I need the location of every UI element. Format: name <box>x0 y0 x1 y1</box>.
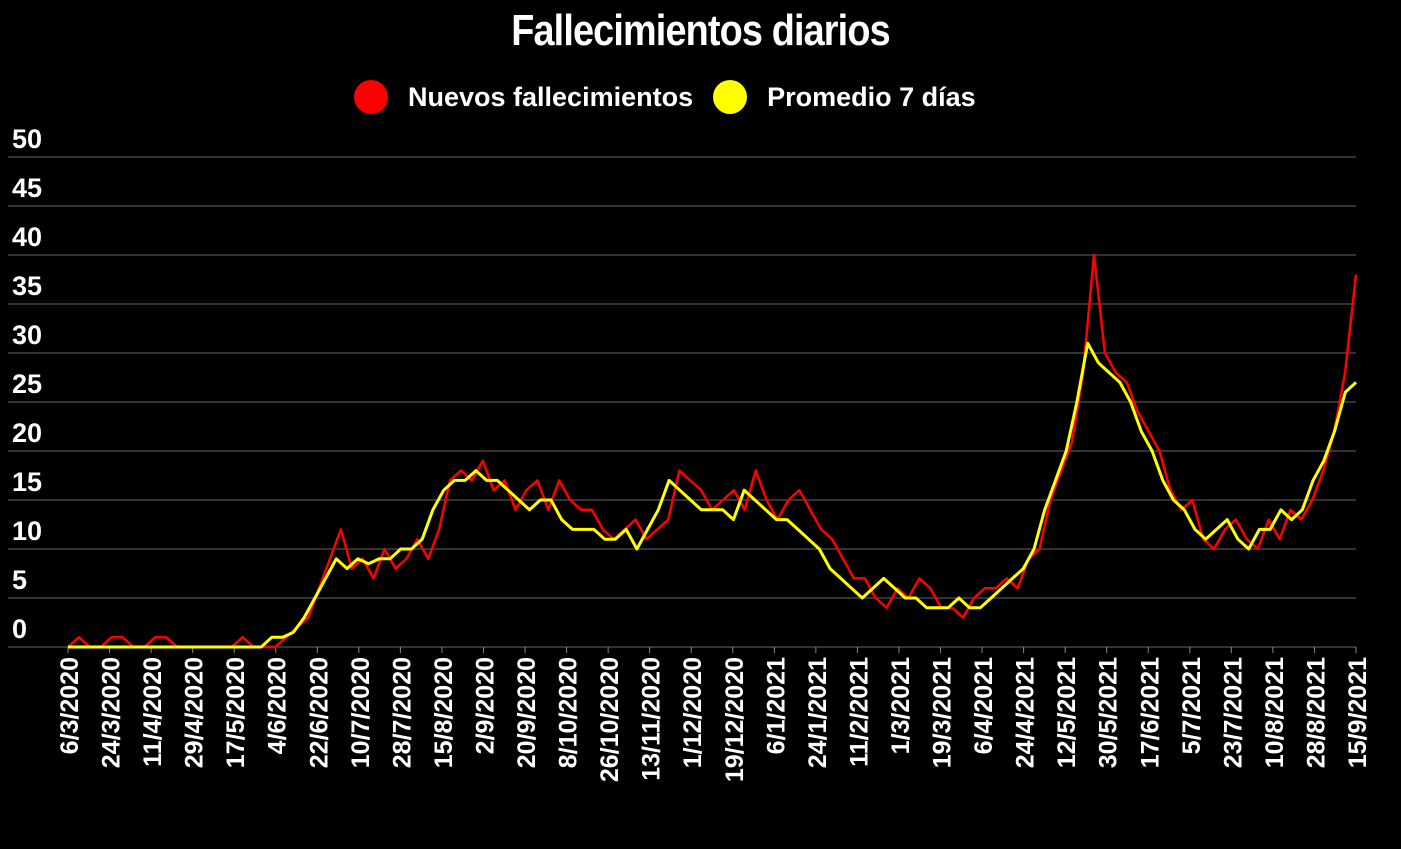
x-tick-label: 2/9/2020 <box>471 657 499 754</box>
series-line-7day-average <box>68 341 1358 649</box>
y-tick-label: 20 <box>12 418 42 448</box>
y-tick-label: 15 <box>12 467 42 497</box>
x-tick-label: 30/5/2021 <box>1095 657 1123 768</box>
legend-marker-yellow-icon <box>713 80 748 114</box>
x-tick-label: 1/3/2021 <box>887 657 915 754</box>
x-tick-label: 19/3/2021 <box>929 657 957 768</box>
x-tick-label: 17/6/2021 <box>1136 657 1164 768</box>
x-tick-labels: 6/3/2020 24/3/2020 11/4/2020 29/4/2020 17/5/… <box>56 647 1372 782</box>
x-tick-label: 19/12/2020 <box>721 657 749 782</box>
y-tick-label: 0 <box>12 614 27 644</box>
x-tick-label: 12/5/2021 <box>1053 657 1081 768</box>
x-tick-label: 23/7/2021 <box>1219 657 1247 768</box>
x-tick-label: 28/7/2020 <box>388 657 416 768</box>
x-tick-label: 11/2/2021 <box>845 657 873 767</box>
x-tick-label: 15/9/2021 <box>1344 657 1372 768</box>
series-lines <box>67 253 1358 649</box>
x-tick-label: 5/7/2021 <box>1178 657 1206 754</box>
legend-item-avg: Promedio 7 días <box>713 80 976 114</box>
y-tick-label: 25 <box>12 369 42 399</box>
y-tick-label: 35 <box>12 271 42 301</box>
legend-marker-red-icon <box>354 80 388 114</box>
x-tick-label: 22/6/2020 <box>305 657 333 768</box>
x-tick-label: 1/12/2020 <box>679 657 707 768</box>
x-tick-label: 15/8/2020 <box>430 657 458 768</box>
y-tick-labels: 0 5 10 15 20 25 30 35 40 45 50 <box>12 124 42 644</box>
y-tick-label: 5 <box>12 565 27 595</box>
x-tick-label: 6/4/2021 <box>970 657 998 754</box>
y-tick-label: 30 <box>12 320 42 350</box>
y-tick-label: 40 <box>12 222 42 252</box>
y-tick-label: 10 <box>12 516 42 546</box>
grid-lines <box>8 156 1356 648</box>
legend: Nuevos fallecimientos Promedio 7 días <box>354 80 996 114</box>
x-tick-label: 10/7/2020 <box>347 657 375 768</box>
legend-label-new-deaths: Nuevos fallecimientos <box>408 81 694 112</box>
x-tick-label: 10/8/2021 <box>1261 657 1289 768</box>
x-tick-label: 24/3/2020 <box>98 657 126 768</box>
x-tick-label: 6/1/2021 <box>762 657 790 754</box>
x-tick-label: 4/6/2020 <box>264 657 292 754</box>
x-tick-label: 8/10/2020 <box>555 657 583 768</box>
legend-item-new-deaths: Nuevos fallecimientos <box>354 80 693 114</box>
x-tick-label: 28/8/2021 <box>1302 657 1330 768</box>
x-tick-label: 13/11/2020 <box>638 657 666 781</box>
x-tick-label: 24/1/2021 <box>804 657 832 768</box>
y-tick-label: 50 <box>12 124 42 154</box>
x-tick-label: 11/4/2020 <box>139 657 167 767</box>
x-tick-label: 17/5/2020 <box>222 657 250 768</box>
x-tick-label: 6/3/2020 <box>56 657 84 754</box>
x-tick-label: 24/4/2021 <box>1012 657 1040 768</box>
x-tick-label: 26/10/2020 <box>596 657 624 782</box>
legend-label-avg: Promedio 7 días <box>767 81 976 112</box>
x-tick-label: 29/4/2020 <box>181 657 209 768</box>
y-tick-label: 45 <box>12 173 42 203</box>
x-tick-label: 20/9/2020 <box>513 657 541 768</box>
chart-title: Fallecimientos diarios <box>511 6 890 55</box>
